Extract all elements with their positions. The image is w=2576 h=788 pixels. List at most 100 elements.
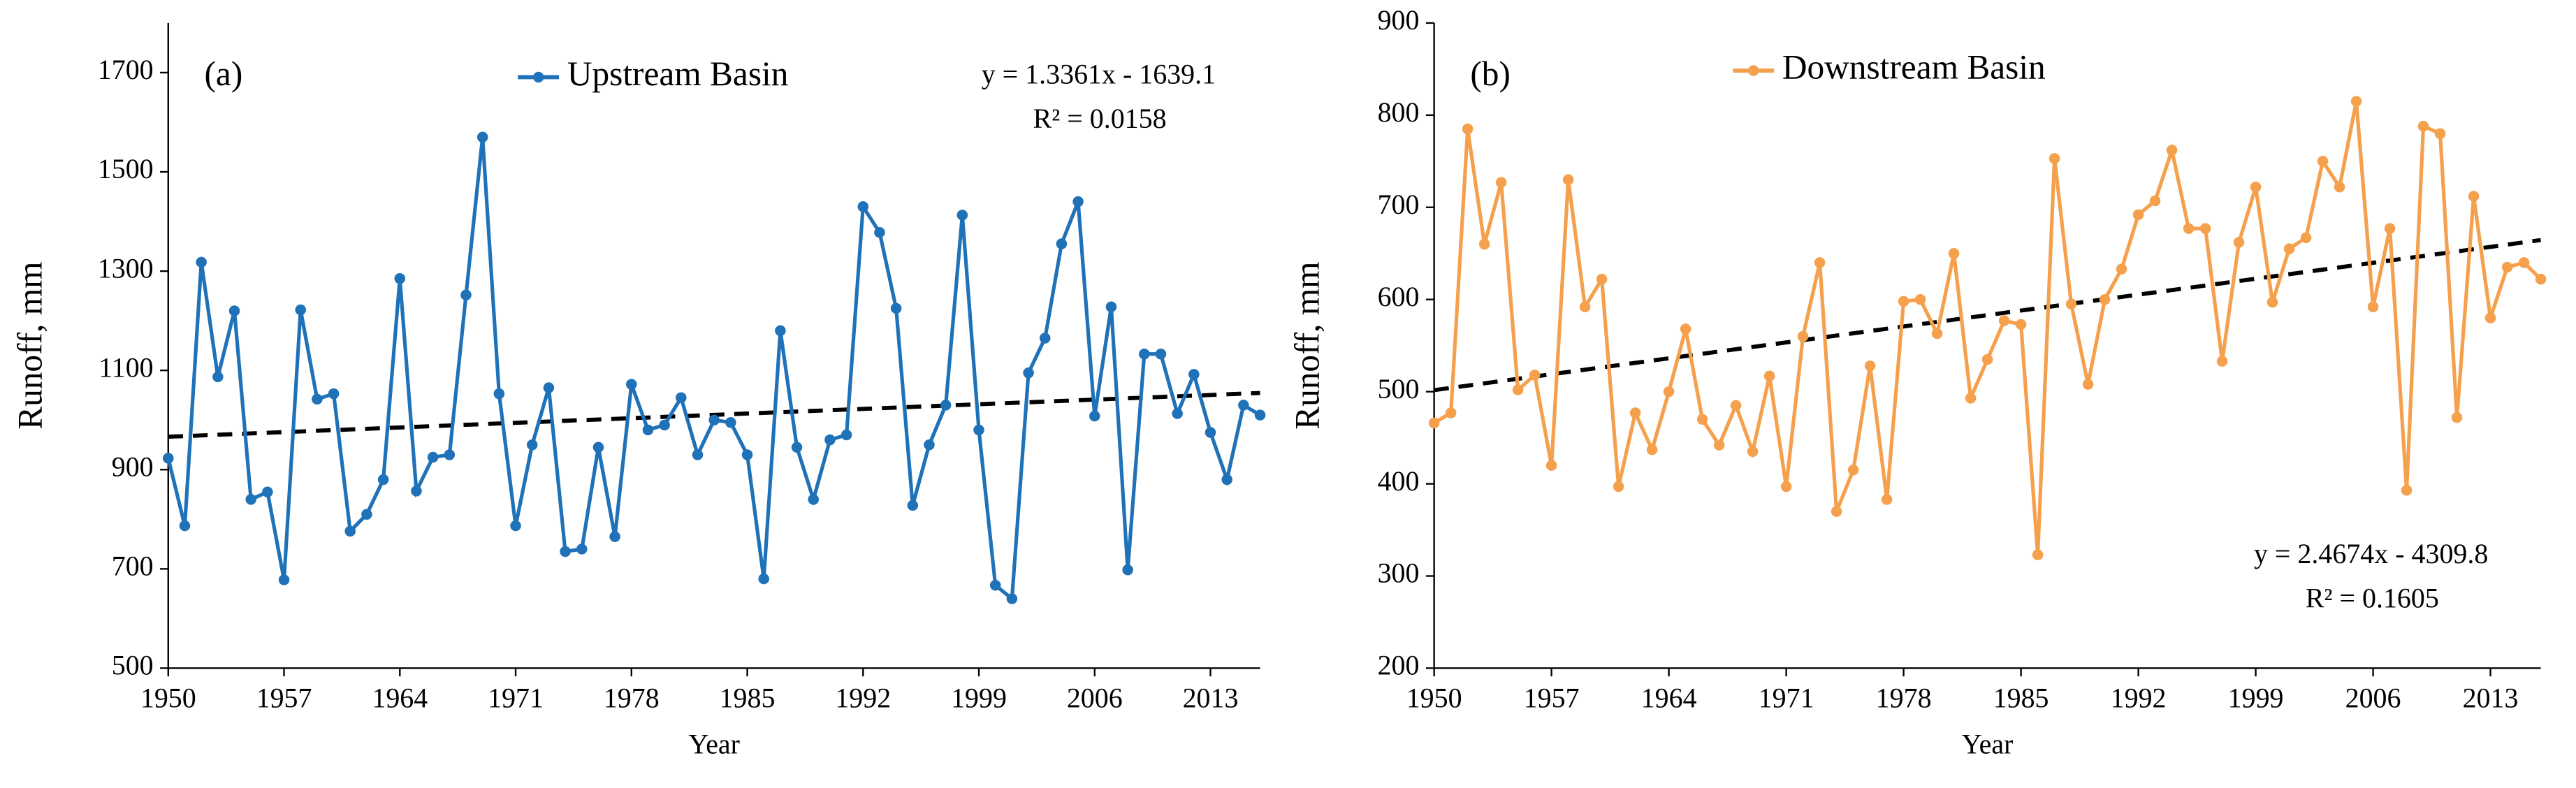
data-point [1847,465,1859,476]
legend-label: Upstream Basin [567,54,789,93]
data-point [2334,181,2345,193]
data-point [2384,223,2396,234]
data-point [1713,439,1725,451]
data-point [2233,237,2245,248]
x-tick-label: 1957 [256,683,312,714]
data-point [2199,223,2211,234]
data-point [295,304,306,316]
x-tick-label: 1957 [1524,683,1580,714]
data-point [1596,273,1608,285]
data-point [2049,153,2060,164]
data-point [212,371,224,383]
data-point [2183,223,2195,234]
data-point [1814,257,1826,268]
data-point [2283,243,2295,254]
data-point [1914,293,1926,305]
x-tick-label: 1971 [488,683,544,714]
y-tick-label: 1300 [98,252,154,284]
data-point [1797,330,1809,342]
x-axis-title: Year [1962,728,2014,759]
data-point [1680,323,1691,335]
data-point [411,486,422,497]
trend-r2: R² = 0.1605 [2306,582,2439,613]
data-point [609,531,620,542]
data-point [758,573,769,585]
data-point [493,388,505,400]
data-point [956,210,968,221]
data-point [510,520,521,532]
x-tick-label: 2013 [1183,683,1239,714]
data-point [1898,296,1909,307]
data-point [460,289,472,300]
data-point [1763,370,1775,381]
x-tick-label: 2013 [2463,683,2519,714]
data-point [1998,315,2010,326]
data-point [1172,408,1183,419]
x-tick-label: 1964 [372,683,428,714]
data-point [626,379,637,390]
data-point [1462,123,1473,135]
data-point [1205,427,1216,438]
y-tick-label: 200 [1378,650,1420,681]
data-point [1780,481,1792,492]
data-point [1545,460,1557,471]
data-point [163,453,174,464]
data-point [196,256,207,268]
data-point [659,419,670,431]
x-tick-label: 1964 [1641,683,1697,714]
data-point [2518,257,2530,268]
data-point [427,451,439,463]
data-point [592,442,604,453]
legend-marker [1747,65,1759,76]
legend-marker [532,71,544,83]
data-point [476,131,488,143]
data-point [1221,474,1232,486]
data-point [2132,209,2144,221]
y-tick-label: 1700 [98,54,154,85]
data-point [741,449,753,460]
data-point [2099,293,2111,305]
data-point [543,382,555,393]
y-tick-label: 800 [1378,96,1420,128]
x-tick-label: 2006 [2345,683,2401,714]
data-point [2116,263,2127,275]
data-point [1529,370,1541,381]
y-tick-label: 1100 [99,351,153,383]
data-point [642,424,654,436]
data-point [1188,369,1200,380]
data-point [526,439,538,451]
data-point [1006,593,1018,604]
data-point [2032,549,2044,560]
data-point [907,499,919,511]
y-tick-label: 900 [1378,4,1420,36]
y-tick-label: 300 [1378,557,1420,589]
x-tick-label: 1950 [1406,683,1462,714]
data-point [2300,232,2312,244]
data-point [1428,417,1440,429]
trend-line [1434,238,2541,393]
data-point [1495,177,1507,188]
data-point [312,393,323,405]
data-point [1646,444,1658,455]
trend-equation: y = 1.3361x - 1639.1 [982,59,1216,90]
data-point [1831,506,1842,517]
data-point [262,486,273,498]
trend-r2: R² = 0.0158 [1033,103,1167,134]
data-point [1562,174,1574,185]
data-point [1663,386,1675,397]
data-point [1105,301,1117,313]
data-point [2501,261,2513,273]
data-point [344,525,356,537]
data-point [2367,301,2379,313]
data-point [377,474,389,486]
data-point [824,434,836,446]
x-tick-label: 1992 [835,683,891,714]
x-tick-label: 1999 [951,683,1007,714]
data-point [857,201,869,212]
data-point [692,449,704,460]
data-point [708,414,720,425]
data-point [676,392,687,404]
data-point [1238,400,1249,411]
data-point [2484,312,2496,323]
